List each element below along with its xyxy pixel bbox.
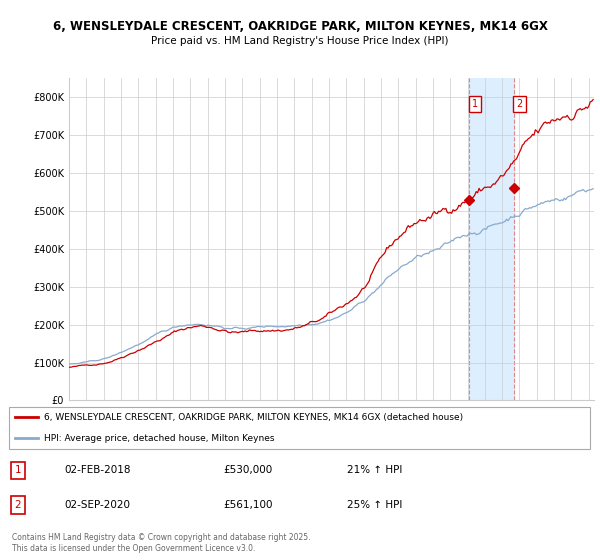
Text: Contains HM Land Registry data © Crown copyright and database right 2025.
This d: Contains HM Land Registry data © Crown c… (12, 533, 311, 553)
Text: 1: 1 (14, 465, 21, 475)
Text: 02-FEB-2018: 02-FEB-2018 (65, 465, 131, 475)
Bar (469, 78, 514, 400)
Text: 21% ↑ HPI: 21% ↑ HPI (347, 465, 403, 475)
Text: Price paid vs. HM Land Registry's House Price Index (HPI): Price paid vs. HM Land Registry's House … (151, 36, 449, 46)
Text: 2: 2 (517, 99, 523, 109)
Text: 6, WENSLEYDALE CRESCENT, OAKRIDGE PARK, MILTON KEYNES, MK14 6GX (detached house): 6, WENSLEYDALE CRESCENT, OAKRIDGE PARK, … (44, 413, 463, 422)
Text: £561,100: £561,100 (224, 500, 273, 510)
Text: 1: 1 (472, 99, 478, 109)
Text: 02-SEP-2020: 02-SEP-2020 (65, 500, 131, 510)
Text: 2: 2 (14, 500, 21, 510)
Text: 6, WENSLEYDALE CRESCENT, OAKRIDGE PARK, MILTON KEYNES, MK14 6GX: 6, WENSLEYDALE CRESCENT, OAKRIDGE PARK, … (53, 20, 547, 32)
Text: HPI: Average price, detached house, Milton Keynes: HPI: Average price, detached house, Milt… (44, 434, 275, 443)
FancyBboxPatch shape (9, 407, 590, 449)
Text: £530,000: £530,000 (224, 465, 273, 475)
Text: 25% ↑ HPI: 25% ↑ HPI (347, 500, 403, 510)
